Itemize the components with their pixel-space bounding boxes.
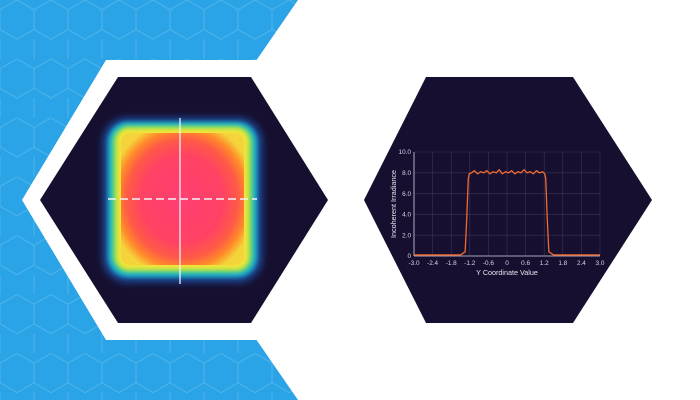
x-tick-label: 3.0 bbox=[596, 260, 605, 267]
y-tick-label: 8.0 bbox=[402, 170, 411, 177]
x-tick-label: 1.2 bbox=[540, 260, 549, 267]
x-tick-label: -2.4 bbox=[427, 260, 438, 267]
x-tick-label: -1.8 bbox=[446, 260, 457, 267]
x-tick-label: -3.0 bbox=[408, 260, 419, 267]
right-hex bbox=[364, 77, 652, 323]
y-tick-label: 6.0 bbox=[402, 191, 411, 198]
y-axis-title: Incoherent Irradiance bbox=[389, 170, 398, 238]
x-axis-title: Y Coordinate Value bbox=[476, 268, 538, 277]
x-tick-label: -0.6 bbox=[483, 260, 494, 267]
y-tick-label: 2.0 bbox=[402, 232, 411, 239]
y-tick-label: 0 bbox=[407, 253, 411, 260]
x-tick-label: 0.6 bbox=[521, 260, 530, 267]
x-tick-label: 0 bbox=[505, 260, 509, 267]
x-tick-label: 1.8 bbox=[558, 260, 567, 267]
y-tick-label: 10.0 bbox=[399, 149, 412, 156]
y-tick-label: 4.0 bbox=[402, 212, 411, 219]
x-tick-label: 2.4 bbox=[577, 260, 586, 267]
right-panel: 0 2.0 4.0 6.0 8.0 10.0 -3.0 -2.4 -1.8 -1.2 -0.6 0 0.… bbox=[364, 77, 652, 323]
irradiance-chart: 0 2.0 4.0 6.0 8.0 10.0 -3.0 -2.4 -1.8 -1.2 -0.6 0 0.… bbox=[389, 149, 605, 277]
irradiance-series-line bbox=[414, 169, 600, 256]
x-tick-label: -1.2 bbox=[464, 260, 475, 267]
left-panel bbox=[40, 77, 328, 323]
